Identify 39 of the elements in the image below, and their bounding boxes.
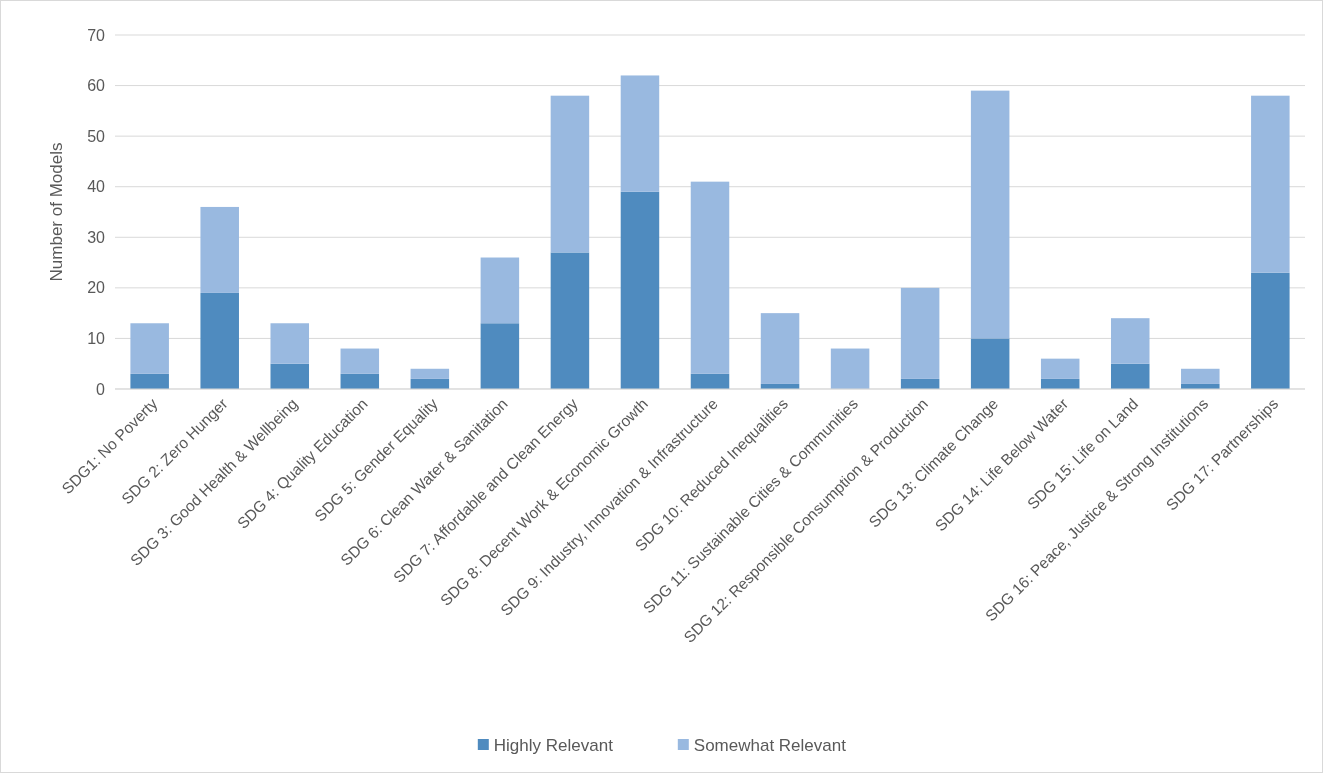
bar [1110,318,1150,364]
legend-label: Highly Relevant [493,735,614,755]
bar [270,363,310,389]
bar [550,252,590,389]
y-tick-label: 10 [87,330,106,348]
bar [130,323,169,374]
bar [1110,363,1150,389]
bar [200,206,239,293]
bar [1181,368,1220,384]
bar [830,348,870,389]
bar [690,181,730,374]
y-tick-label: 0 [96,380,106,398]
y-tick-label: 60 [87,77,106,95]
y-tick-label: 70 [87,26,106,44]
legend-label: Somewhat Relevant [693,735,847,755]
bar [410,368,450,379]
bar [340,373,380,389]
bar [480,257,520,324]
bar [620,75,660,192]
bar [970,90,1010,339]
bar [340,348,380,374]
bar [550,95,590,253]
bar [900,287,940,379]
y-axis-title: Number of Models [47,142,66,282]
bar [480,323,520,389]
y-tick-label: 50 [87,127,106,145]
bar [970,338,1010,389]
bar [1040,358,1080,379]
bar [760,313,800,384]
y-tick-label: 20 [87,279,106,297]
bar [1251,95,1290,273]
y-tick-label: 40 [87,178,106,196]
bar [200,292,239,389]
bar [1251,272,1290,389]
y-tick-label: 30 [87,228,106,246]
bar [620,191,660,389]
bar [130,373,169,389]
bar [690,373,730,389]
bar [270,323,310,364]
